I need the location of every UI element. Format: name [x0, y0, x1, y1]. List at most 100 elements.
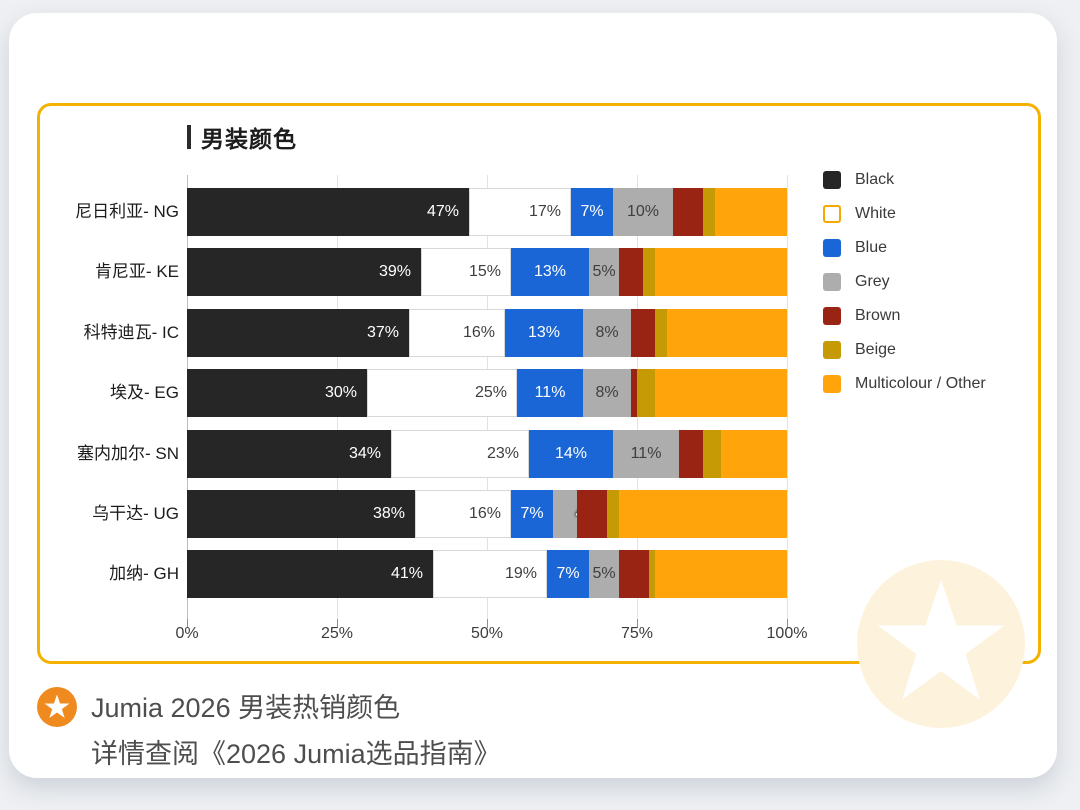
segment-white: 19%: [433, 550, 547, 599]
segment-value-label: 5%: [592, 263, 616, 281]
legend-swatch-grey: [823, 273, 841, 291]
segment-black: 37%: [187, 308, 409, 357]
segment-beige: [637, 369, 655, 418]
segment-multicolour-other: [667, 308, 787, 357]
segment-multicolour-other: [655, 550, 787, 599]
segment-brown: [619, 550, 649, 599]
segment-beige: [703, 429, 721, 478]
footer-lines: Jumia 2026 男装热销颜色 详情查阅《2026 Jumia选品指南》: [91, 685, 501, 777]
segment-value-label: 47%: [426, 203, 459, 220]
axis-tick: [487, 619, 488, 628]
segment-white: 16%: [409, 308, 505, 357]
legend-label: Beige: [855, 341, 896, 358]
footer-line-2: 详情查阅《2026 Jumia选品指南》: [91, 739, 501, 769]
segment-value-label: 10%: [626, 203, 660, 220]
segment-black: 47%: [187, 188, 469, 236]
legend-label: Multicolour / Other: [855, 375, 986, 392]
axis-tick: [337, 619, 338, 628]
bar-row: 37% 16% 13% 8%: [187, 308, 787, 357]
category-label: 加纳- GH: [109, 564, 179, 584]
watermark: [857, 560, 1025, 728]
bar-row: 39% 15% 13% 5%: [187, 248, 787, 297]
star-icon: [877, 580, 1005, 700]
segment-white: 17%: [469, 188, 571, 236]
segment-value-label: 34%: [348, 444, 381, 462]
category-label: 肯尼亚- KE: [94, 262, 179, 282]
segment-grey: 4%: [553, 490, 599, 538]
legend-swatch-blue: [823, 239, 841, 257]
bar-row: 38% 16% 7% 4%: [187, 490, 787, 538]
segment-grey: 8%: [583, 369, 631, 418]
segment-brown: [577, 490, 607, 538]
segment-value-label: 11%: [630, 444, 662, 462]
segment-brown: [673, 188, 703, 236]
segment-value-label: 7%: [556, 565, 580, 583]
category-label: 塞内加尔- SN: [77, 443, 179, 463]
legend-swatch-white: [823, 205, 841, 223]
segment-value-label: 13%: [527, 323, 561, 341]
segment-value-label: 13%: [533, 263, 567, 281]
segment-brown: [619, 248, 643, 297]
segment-value-label: 19%: [504, 565, 537, 583]
title-accent-bar: [187, 125, 191, 149]
star-icon: [44, 694, 70, 719]
segment-multicolour-other: [619, 490, 787, 538]
legend-item: Black: [823, 163, 986, 197]
legend-swatch-black: [823, 171, 841, 189]
legend: Black White Blue Grey Brown Beige Multicolour …: [823, 163, 986, 401]
category-label: 科特迪瓦- IC: [83, 322, 179, 342]
outer-card: 男装颜色 47% 17% 7% 10% 39% 15% 13% 5% 37% 16% 13% 8% 30…: [9, 13, 1057, 778]
segment-grey: 11%: [613, 429, 679, 478]
segment-grey: 10%: [613, 188, 673, 236]
legend-label: Black: [855, 171, 895, 188]
segment-black: 34%: [187, 429, 391, 478]
segment-brown: [631, 369, 637, 418]
segment-blue: 11%: [517, 369, 583, 418]
axis-tick-label: 25%: [320, 625, 354, 642]
axis-tick-label: 75%: [620, 625, 654, 642]
segment-beige: [649, 550, 655, 599]
legend-label: Brown: [855, 307, 901, 324]
segment-value-label: 37%: [366, 323, 399, 341]
segment-multicolour-other: [655, 369, 787, 418]
legend-item: Grey: [823, 265, 986, 299]
legend-item: White: [823, 197, 986, 231]
segment-multicolour-other: [655, 248, 787, 297]
segment-blue: 7%: [511, 490, 553, 538]
segment-blue: 7%: [571, 188, 613, 236]
segment-beige: [703, 188, 715, 236]
chart-title-text: 男装颜色: [201, 126, 297, 152]
segment-value-label: 39%: [378, 263, 411, 281]
chart-title: 男装颜色: [187, 123, 297, 152]
segment-value-label: 7%: [520, 505, 544, 522]
segment-value-label: 38%: [372, 505, 405, 522]
segment-white: 16%: [415, 490, 511, 538]
footer: Jumia 2026 男装热销颜色 详情查阅《2026 Jumia选品指南》: [37, 685, 501, 777]
bar-row: 30% 25% 11% 8%: [187, 369, 787, 418]
segment-value-label: 25%: [474, 384, 507, 402]
segment-value-label: 7%: [580, 203, 604, 220]
segment-white: 23%: [391, 429, 529, 478]
segment-grey: 5%: [589, 550, 619, 599]
segment-black: 39%: [187, 248, 421, 297]
segment-value-label: 8%: [595, 323, 619, 341]
legend-swatch-beige: [823, 341, 841, 359]
bar-row: 47% 17% 7% 10%: [187, 188, 787, 236]
legend-item: Multicolour / Other: [823, 367, 986, 401]
segment-value-label: 16%: [462, 323, 495, 341]
axis-tick-label: 50%: [470, 625, 504, 642]
segment-beige: [655, 308, 667, 357]
segment-value-label: 14%: [554, 444, 588, 462]
segment-white: 25%: [367, 369, 517, 418]
segment-value-label: 23%: [486, 444, 519, 462]
footer-badge: [37, 687, 77, 727]
segment-value-label: 11%: [534, 384, 566, 402]
category-label: 尼日利亚- NG: [75, 202, 179, 221]
segment-value-label: 8%: [595, 384, 619, 402]
bar-row: 34% 23% 14% 11%: [187, 429, 787, 478]
legend-swatch-brown: [823, 307, 841, 325]
segment-black: 30%: [187, 369, 367, 418]
segment-black: 41%: [187, 550, 433, 599]
segment-brown: [679, 429, 703, 478]
segment-grey: 8%: [583, 308, 631, 357]
